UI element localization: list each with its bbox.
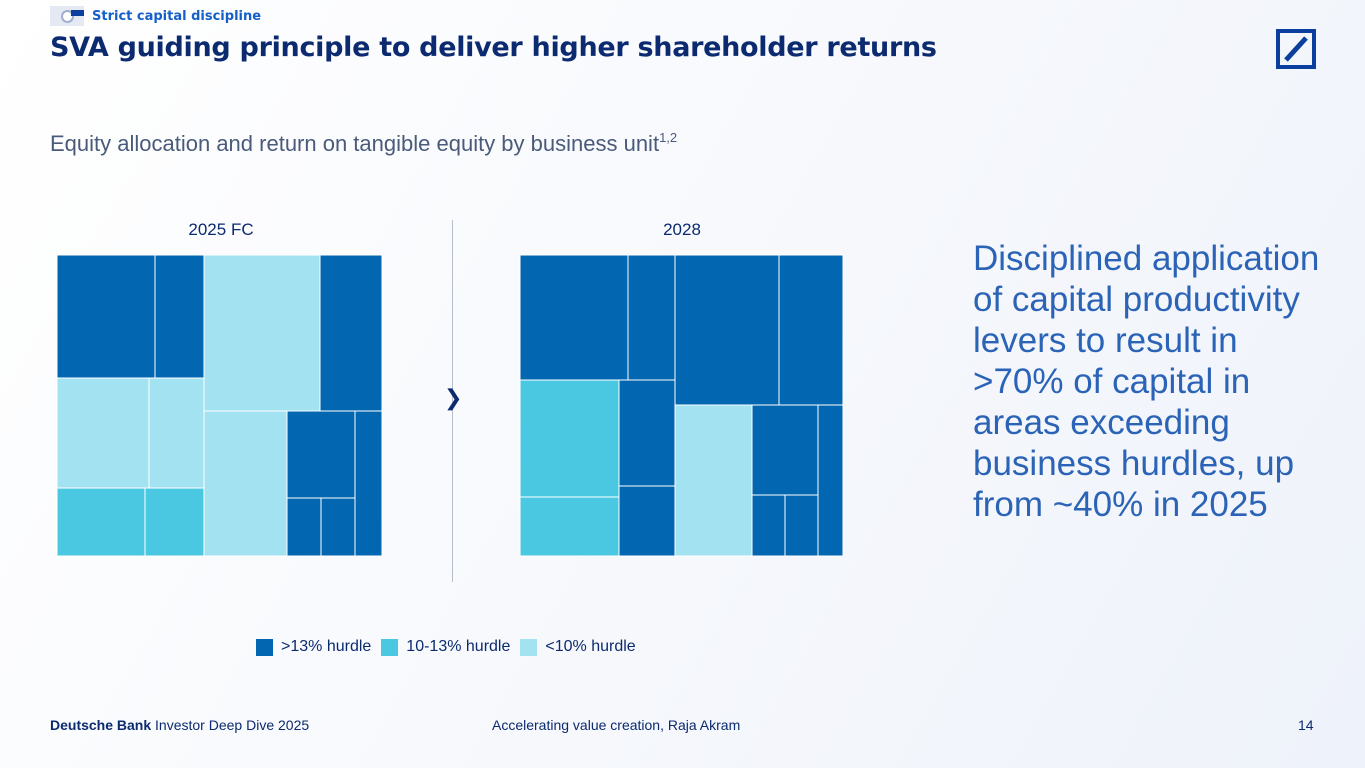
treemap-tile bbox=[154, 254, 205, 379]
treemap-tile bbox=[674, 404, 753, 557]
chart-title-2025: 2025 FC bbox=[188, 220, 254, 239]
subtitle-text: Equity allocation and return on tangible… bbox=[50, 131, 660, 156]
treemap-tile bbox=[56, 377, 150, 489]
treemap-2028 bbox=[519, 254, 844, 557]
footer-event: Investor Deep Dive 2025 bbox=[155, 717, 310, 733]
footer-left: Deutsche Bank Investor Deep Dive 2025 bbox=[50, 717, 309, 733]
treemap-tile bbox=[618, 485, 676, 557]
footnote-ref: 1,2 bbox=[659, 130, 678, 145]
chevron-right-icon: ❯ bbox=[444, 386, 463, 411]
treemap-tile bbox=[354, 410, 383, 557]
legend-swatch-cyan bbox=[381, 638, 399, 656]
treemap-tile bbox=[148, 377, 205, 489]
treemap-tile bbox=[784, 494, 819, 557]
treemap-tile bbox=[817, 404, 844, 557]
treemap-tile bbox=[286, 497, 322, 557]
treemap-tile bbox=[618, 379, 676, 487]
chart-divider bbox=[452, 220, 453, 582]
treemap-tile bbox=[286, 410, 356, 499]
treemap-tile bbox=[56, 254, 156, 379]
legend-swatch-dark-blue bbox=[256, 638, 273, 656]
section-tag-label: Strict capital discipline bbox=[92, 8, 262, 24]
page-number: 14 bbox=[1298, 717, 1314, 733]
legend-label: >13% hurdle bbox=[281, 638, 372, 655]
legend-item-below-10: <10% hurdle bbox=[520, 638, 636, 656]
treemap-tile bbox=[751, 494, 786, 557]
chart-legend: >13% hurdle 10-13% hurdle <10% hurdle bbox=[256, 638, 646, 656]
chart-subtitle: Equity allocation and return on tangible… bbox=[50, 130, 677, 157]
treemap-tile bbox=[320, 497, 356, 557]
treemap-tile bbox=[519, 254, 629, 381]
section-tag: Strict capital discipline bbox=[50, 6, 261, 26]
legend-item-10-13: 10-13% hurdle bbox=[381, 638, 510, 656]
progress-indicator-icon bbox=[50, 6, 84, 26]
legend-label: 10-13% hurdle bbox=[406, 638, 511, 655]
key-message: Disciplined application of capital produ… bbox=[973, 239, 1320, 524]
treemap-tile bbox=[751, 404, 819, 496]
footer-brand: Deutsche Bank bbox=[50, 717, 152, 733]
treemap-tile bbox=[56, 487, 146, 557]
treemap-tile bbox=[319, 254, 383, 412]
legend-item-above-13: >13% hurdle bbox=[256, 638, 371, 656]
treemap-tile bbox=[674, 254, 780, 406]
deutsche-bank-logo-icon bbox=[1276, 29, 1316, 69]
page-title: SVA guiding principle to deliver higher … bbox=[50, 32, 937, 63]
legend-label: <10% hurdle bbox=[545, 638, 636, 655]
treemap-tile bbox=[519, 496, 620, 557]
treemap-tile bbox=[144, 487, 205, 557]
treemap-tile bbox=[203, 254, 321, 412]
chart-title-2028: 2028 bbox=[663, 220, 701, 239]
legend-swatch-light-blue bbox=[520, 638, 538, 656]
footer-center: Accelerating value creation, Raja Akram bbox=[492, 717, 741, 733]
treemap-2025-fc bbox=[56, 254, 383, 557]
treemap-tile bbox=[203, 410, 288, 557]
treemap-tile bbox=[778, 254, 844, 406]
treemap-tile bbox=[627, 254, 676, 381]
treemap-tile bbox=[519, 379, 620, 498]
